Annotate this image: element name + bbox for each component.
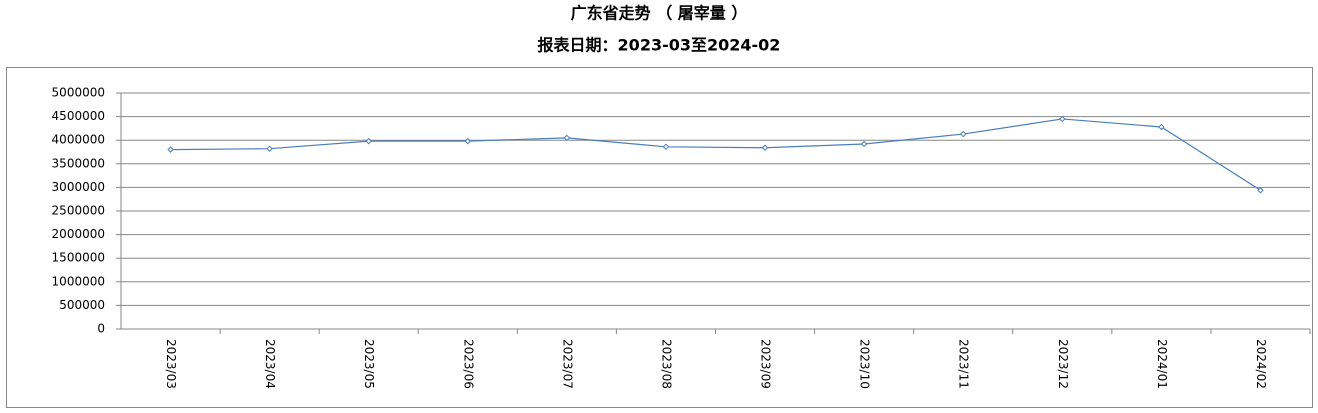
marker <box>960 130 967 138</box>
x-tick-label: 2023/09 <box>759 339 773 389</box>
y-tick-label: 4500000 <box>52 109 105 123</box>
marker <box>563 134 571 142</box>
y-tick-label: 4000000 <box>52 133 105 147</box>
x-tick-label: 2023/04 <box>263 339 277 389</box>
x-tick-label: 2024/01 <box>1155 339 1169 389</box>
x-tick-label: 2023/07 <box>560 339 574 389</box>
x-tick-label: 2023/10 <box>858 339 872 389</box>
marker <box>1059 115 1066 123</box>
y-tick-label: 1500000 <box>52 251 105 265</box>
x-tick-label: 2023/11 <box>957 339 971 389</box>
x-tick-label: 2023/06 <box>461 339 475 389</box>
chart-subtitle: 报表日期：2023-03至2024-02 <box>538 36 781 55</box>
marker <box>266 145 273 152</box>
marker <box>662 143 670 151</box>
marker <box>860 140 868 148</box>
marker <box>167 146 174 153</box>
x-tick-label: 2023/08 <box>659 339 673 389</box>
y-tick-label: 5000000 <box>52 86 105 100</box>
marker <box>1257 187 1264 194</box>
chart-frame <box>6 67 1313 408</box>
chart-title: 广东省走势 （ 屠宰量 ） <box>571 4 748 23</box>
y-tick-label: 3000000 <box>52 180 105 194</box>
y-tick-label: 3500000 <box>52 156 105 170</box>
x-tick-label: 2024/02 <box>1254 339 1268 389</box>
x-tick-label: 2023/05 <box>362 339 376 389</box>
y-tick-label: 2000000 <box>52 227 105 241</box>
marker <box>1158 123 1165 131</box>
y-tick-label: 0 <box>97 322 105 336</box>
y-tick-label: 500000 <box>59 298 105 312</box>
y-tick-label: 1000000 <box>52 274 105 288</box>
x-tick-label: 2023/12 <box>1056 339 1070 389</box>
marker <box>365 137 372 145</box>
x-tick-label: 2023/03 <box>164 339 178 389</box>
y-tick-label: 2500000 <box>52 204 105 218</box>
line <box>170 118 1261 191</box>
marker <box>464 137 471 145</box>
marker <box>761 144 769 151</box>
